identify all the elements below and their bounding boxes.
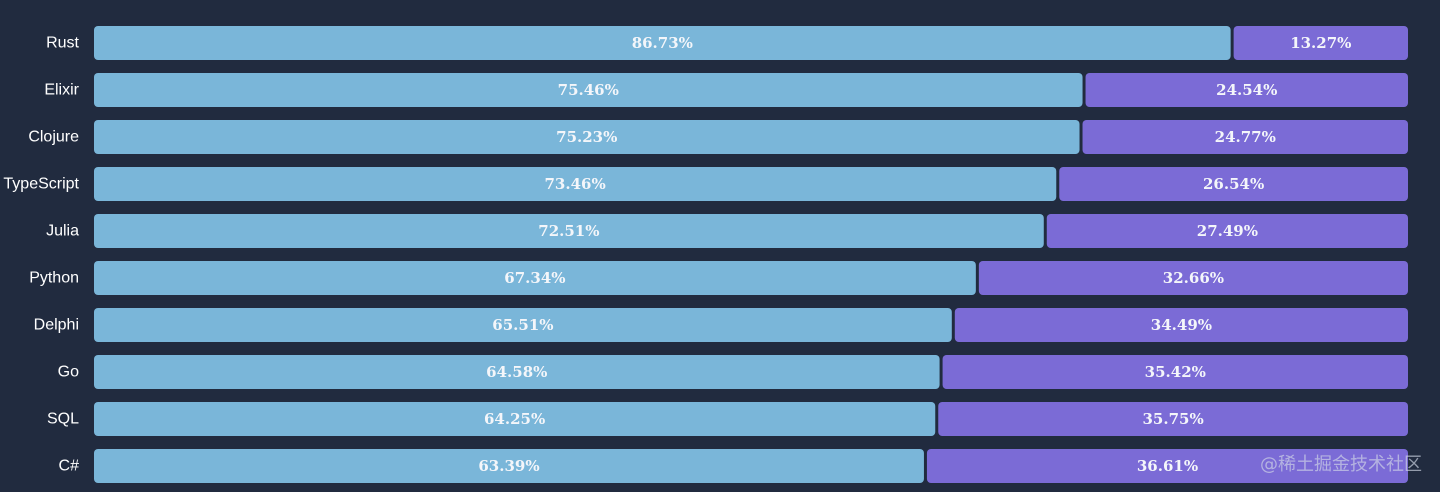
bar-series0-8 (94, 402, 936, 436)
bar-series1-0 (1233, 26, 1408, 60)
bar-series1-2 (1082, 120, 1408, 154)
bar-series1-8 (938, 402, 1408, 436)
value-label-series0-3: 73.46% (545, 175, 606, 193)
value-label-series0-7: 64.58% (486, 363, 547, 381)
value-label-series1-4: 27.49% (1197, 222, 1258, 240)
value-label-series1-7: 35.42% (1145, 363, 1206, 381)
bar-series0-0 (94, 26, 1231, 60)
value-label-series1-6: 34.49% (1151, 316, 1212, 334)
bar-series0-3 (94, 167, 1057, 201)
category-label-3: TypeScript (3, 176, 79, 193)
bar-series1-3 (1059, 167, 1408, 201)
bar-series1-4 (1046, 214, 1408, 248)
category-label-0: Rust (46, 35, 79, 52)
category-label-8: SQL (47, 411, 79, 428)
category-label-7: Go (58, 364, 79, 381)
bar-series1-6 (954, 308, 1408, 342)
value-label-series1-3: 26.54% (1203, 175, 1264, 193)
bar-series0-5 (94, 261, 976, 295)
value-label-series0-6: 65.51% (492, 316, 553, 334)
watermark: @稀土掘金技术社区 (1260, 454, 1422, 475)
value-label-series0-0: 86.73% (632, 34, 693, 52)
value-label-series0-8: 64.25% (484, 410, 545, 428)
value-label-series1-2: 24.77% (1215, 128, 1276, 146)
bar-series0-2 (94, 120, 1080, 154)
bar-series0-7 (94, 355, 940, 389)
category-label-6: Delphi (34, 317, 79, 334)
value-label-series1-8: 35.75% (1143, 410, 1204, 428)
category-label-9: C# (59, 458, 80, 475)
value-label-series1-5: 32.66% (1163, 269, 1224, 287)
value-label-series1-9: 36.61% (1137, 457, 1198, 475)
value-label-series0-5: 67.34% (504, 269, 565, 287)
category-label-2: Clojure (28, 129, 79, 146)
bar-series0-4 (94, 214, 1044, 248)
category-label-1: Elixir (44, 82, 79, 99)
bar-series1-5 (978, 261, 1408, 295)
bar-series1-9 (926, 449, 1408, 483)
bar-series1-1 (1085, 73, 1408, 107)
value-label-series0-1: 75.46% (558, 81, 619, 99)
bar-series0-1 (94, 73, 1083, 107)
bar-series1-7 (942, 355, 1408, 389)
bar-series0-9 (94, 449, 924, 483)
bar-series0-6 (94, 308, 952, 342)
value-label-series0-2: 75.23% (556, 128, 617, 146)
value-label-series0-4: 72.51% (538, 222, 599, 240)
value-label-series0-9: 63.39% (478, 457, 539, 475)
value-label-series1-0: 13.27% (1290, 34, 1351, 52)
category-label-5: Python (29, 270, 79, 287)
value-label-series1-1: 24.54% (1216, 81, 1277, 99)
category-label-4: Julia (46, 223, 79, 240)
